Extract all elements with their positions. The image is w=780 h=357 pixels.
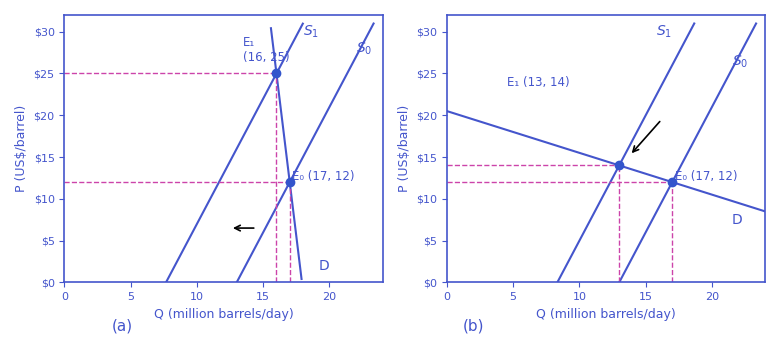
Text: E₀ (17, 12): E₀ (17, 12)	[292, 170, 355, 183]
Text: (b): (b)	[463, 318, 484, 333]
X-axis label: Q (million barrels/day): Q (million barrels/day)	[154, 308, 293, 321]
Text: E₀ (17, 12): E₀ (17, 12)	[675, 170, 737, 183]
Text: E₁
(16, 25): E₁ (16, 25)	[243, 36, 290, 64]
Text: E₁ (13, 14): E₁ (13, 14)	[506, 76, 569, 89]
Y-axis label: P (US$/barrel): P (US$/barrel)	[15, 105, 28, 192]
Text: D: D	[732, 213, 743, 227]
Text: D: D	[319, 259, 330, 273]
Text: $S_1$: $S_1$	[303, 24, 319, 40]
Text: (a): (a)	[112, 318, 133, 333]
X-axis label: Q (million barrels/day): Q (million barrels/day)	[536, 308, 675, 321]
Text: $S_1$: $S_1$	[656, 24, 672, 40]
Y-axis label: P (US$/barrel): P (US$/barrel)	[398, 105, 410, 192]
Text: $S_0$: $S_0$	[356, 41, 372, 57]
Text: $S_0$: $S_0$	[732, 53, 748, 70]
